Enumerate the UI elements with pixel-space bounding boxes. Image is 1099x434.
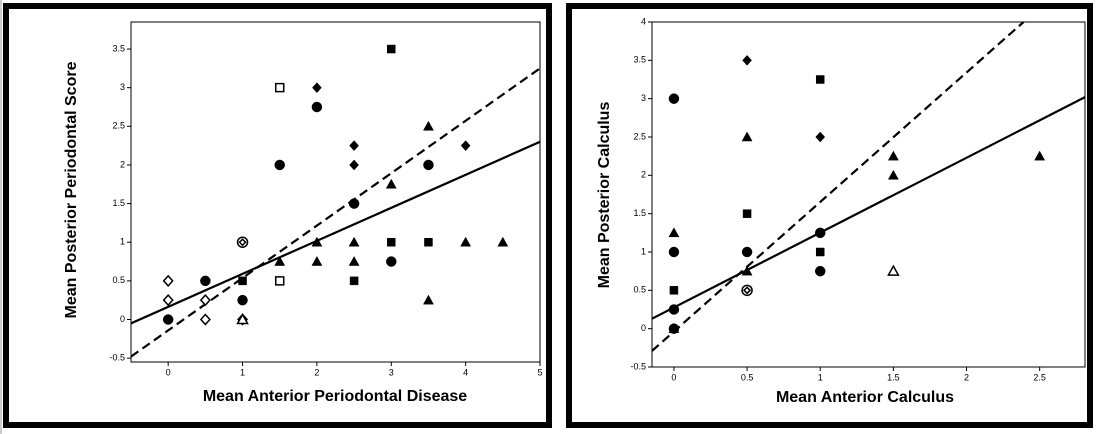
x-axis-title: Mean Anterior Calculus bbox=[776, 389, 954, 406]
data-point bbox=[385, 178, 397, 189]
data-point bbox=[814, 227, 826, 239]
data-point bbox=[238, 276, 247, 286]
data-point bbox=[162, 314, 174, 325]
data-point bbox=[348, 198, 360, 209]
data-point bbox=[887, 150, 899, 161]
data-point bbox=[274, 159, 285, 171]
fit-line bbox=[131, 140, 540, 325]
data-point bbox=[348, 256, 360, 266]
data-point bbox=[200, 275, 211, 287]
data-point bbox=[887, 169, 899, 180]
data-point bbox=[236, 312, 249, 325]
data-point bbox=[668, 323, 680, 333]
data-point bbox=[237, 295, 248, 306]
data-point bbox=[814, 265, 826, 277]
y-tick-label: 1.5 bbox=[112, 198, 125, 208]
y-axis-title: Mean Posterior Periodontal Score bbox=[63, 61, 80, 318]
data-point bbox=[274, 82, 285, 93]
y-tick-label: -0.5 bbox=[109, 353, 125, 363]
data-point bbox=[423, 120, 434, 131]
y-tick-label: 0.5 bbox=[633, 285, 646, 295]
data-point bbox=[387, 44, 396, 54]
x-tick-label: 1 bbox=[240, 367, 245, 377]
y-axis-title: Mean Posterior Calculus bbox=[596, 102, 613, 289]
data-point bbox=[668, 93, 680, 104]
x-axis-title: Mean Anterior Periodontal Disease bbox=[203, 388, 467, 405]
y-tick-label: 3 bbox=[641, 93, 646, 103]
data-point bbox=[668, 246, 680, 258]
data-point bbox=[741, 284, 753, 297]
y-tick-label: 2 bbox=[120, 159, 125, 169]
x-tick-label: 1 bbox=[818, 372, 823, 382]
y-tick-label: 0 bbox=[641, 323, 646, 333]
data-point bbox=[199, 294, 211, 307]
data-point bbox=[386, 256, 397, 267]
data-point bbox=[311, 236, 323, 247]
panel-frame bbox=[3, 3, 552, 428]
data-point bbox=[311, 256, 323, 266]
y-tick-label: 2.5 bbox=[633, 131, 646, 141]
data-point bbox=[311, 101, 323, 113]
x-tick-label: 0 bbox=[671, 372, 676, 382]
data-point bbox=[348, 236, 360, 247]
data-point bbox=[349, 140, 359, 152]
y-tick-label: 3.5 bbox=[633, 55, 646, 65]
data-point bbox=[497, 236, 509, 247]
data-point bbox=[742, 209, 752, 218]
data-point bbox=[815, 75, 825, 84]
fit-line bbox=[652, 96, 1085, 320]
data-point bbox=[741, 131, 753, 142]
y-tick-label: 1 bbox=[641, 246, 646, 256]
data-point bbox=[349, 159, 359, 171]
data-point bbox=[741, 246, 753, 258]
data-point bbox=[1034, 150, 1046, 161]
y-tick-label: -0.5 bbox=[630, 361, 646, 371]
data-point bbox=[742, 54, 752, 66]
data-point bbox=[199, 313, 211, 326]
x-tick-label: 4 bbox=[463, 367, 468, 377]
data-point bbox=[460, 236, 472, 247]
plot-area bbox=[651, 21, 1086, 368]
data-point bbox=[669, 286, 679, 295]
x-tick-label: 2 bbox=[964, 372, 969, 382]
x-tick-label: 3 bbox=[389, 367, 394, 377]
data-point bbox=[387, 237, 396, 247]
x-tick-label: 1.5 bbox=[887, 372, 900, 382]
data-point bbox=[236, 236, 249, 248]
data-point bbox=[423, 159, 434, 171]
y-tick-label: 1.5 bbox=[633, 208, 646, 218]
y-tick-label: 2 bbox=[641, 170, 646, 180]
fit-line bbox=[652, 22, 1025, 352]
y-tick-label: 3 bbox=[120, 82, 125, 92]
data-point bbox=[668, 227, 680, 238]
x-tick-label: 2.5 bbox=[1033, 372, 1046, 382]
plot-area bbox=[130, 21, 541, 363]
y-tick-label: 3.5 bbox=[112, 43, 125, 53]
data-point bbox=[274, 256, 286, 266]
data-point bbox=[815, 247, 825, 257]
data-point bbox=[668, 304, 680, 315]
data-point bbox=[349, 276, 359, 286]
x-tick-label: 0 bbox=[166, 367, 171, 377]
panel-frame bbox=[566, 3, 1093, 428]
x-tick-label: 0.5 bbox=[741, 372, 754, 382]
data-point bbox=[312, 82, 322, 94]
data-point bbox=[274, 276, 285, 286]
data-point bbox=[741, 265, 753, 276]
y-tick-label: 0.5 bbox=[112, 275, 125, 285]
x-tick-label: 5 bbox=[537, 367, 542, 377]
y-tick-label: 2.5 bbox=[112, 121, 125, 131]
x-tick-label: 2 bbox=[314, 367, 319, 377]
data-point bbox=[887, 264, 900, 276]
data-point bbox=[424, 237, 433, 247]
data-point bbox=[423, 294, 434, 305]
y-tick-label: 1 bbox=[120, 237, 125, 247]
data-point bbox=[162, 294, 174, 307]
data-point bbox=[162, 274, 174, 287]
y-tick-label: 4 bbox=[641, 16, 646, 26]
data-point bbox=[460, 140, 471, 152]
y-tick-label: 0 bbox=[120, 314, 125, 324]
data-point bbox=[815, 131, 826, 143]
